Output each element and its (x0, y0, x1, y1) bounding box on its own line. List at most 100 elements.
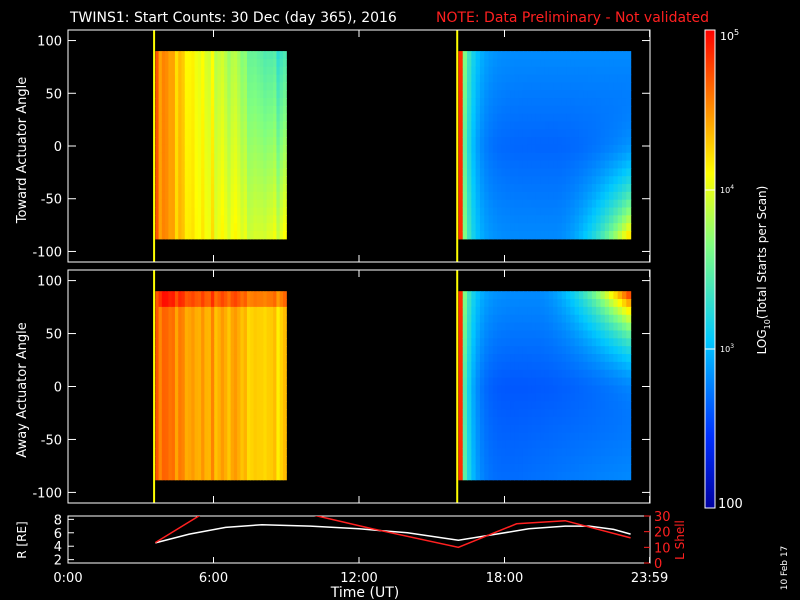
heatmap-cell (492, 424, 498, 434)
heatmap-cell (188, 144, 192, 154)
heatmap-cell (492, 90, 498, 99)
heatmap-cell (527, 168, 533, 177)
heatmap-cell (276, 90, 281, 99)
heatmap-cell (557, 160, 563, 170)
heatmap-cell (194, 191, 199, 201)
heatmap-cell (178, 191, 183, 201)
heatmap-cell (210, 58, 215, 68)
heatmap-cell (240, 113, 245, 123)
heatmap-cell (600, 377, 606, 387)
heatmap-cell (184, 121, 189, 130)
heatmap-cell (253, 440, 258, 449)
heatmap-cell (475, 471, 481, 481)
heatmap-cell (561, 354, 567, 363)
heatmap-cell (194, 113, 199, 123)
heatmap-cell (250, 291, 255, 300)
heatmap-cell (279, 98, 284, 107)
heatmap-cell (237, 291, 242, 300)
heatmap-cell (197, 322, 202, 332)
heatmap-cell (191, 291, 196, 300)
heatmap-cell (544, 58, 550, 68)
heatmap-cell (197, 58, 202, 68)
heatmap-cell (181, 129, 186, 138)
y-tick-label: 100 (37, 275, 62, 290)
heatmap-cell (566, 144, 571, 154)
heatmap-cell (201, 184, 205, 193)
heatmap-cell (475, 377, 481, 387)
heatmap-cell (531, 199, 537, 209)
heatmap-cell (237, 199, 242, 209)
heatmap-cell (604, 98, 610, 107)
heatmap-cell (276, 314, 281, 324)
heatmap-cell (210, 369, 215, 379)
heatmap-cell (583, 314, 589, 324)
heatmap-cell (462, 113, 468, 123)
heatmap-cell (217, 471, 222, 481)
heatmap-cell (566, 137, 571, 146)
heatmap-cell (587, 58, 593, 68)
heatmap-cell (479, 377, 485, 387)
heatmap-cell (458, 330, 464, 339)
heatmap-cell (243, 144, 248, 154)
heatmap-cell (220, 299, 225, 308)
heatmap-cell (174, 191, 179, 201)
heatmap-cell (233, 144, 238, 154)
heatmap-cell (544, 199, 550, 209)
heatmap-cell (484, 346, 490, 355)
heatmap-cell (553, 432, 559, 442)
heatmap-cell (458, 113, 464, 123)
heatmap-cell (566, 207, 571, 216)
heatmap-cell (171, 448, 176, 457)
heatmap-cell (194, 168, 199, 177)
heatmap-cell (471, 58, 477, 68)
heatmap-cell (488, 98, 494, 107)
heatmap-cell (204, 129, 209, 138)
heatmap-cell (194, 424, 199, 434)
heatmap-cell (609, 113, 614, 123)
heatmap-cell (578, 113, 584, 123)
heatmap-cell (243, 160, 248, 170)
heatmap-cell (578, 98, 584, 107)
heatmap-cell (188, 354, 192, 363)
heatmap-cell (161, 82, 166, 91)
heatmap-cell (609, 137, 614, 146)
heatmap-cell (194, 393, 199, 402)
heatmap-cell (492, 456, 498, 465)
heatmap-cell (458, 424, 464, 434)
heatmap-cell (210, 98, 215, 107)
heatmap-cell (155, 409, 160, 418)
heatmap-cell (168, 137, 173, 146)
heatmap-cell (269, 448, 274, 457)
heatmap-cell (178, 330, 183, 339)
heatmap-cell (626, 199, 632, 209)
heatmap-cell (488, 74, 494, 83)
heatmap-cell (484, 176, 490, 185)
heatmap-cell (587, 471, 593, 481)
heatmap-cell (578, 144, 584, 154)
heatmap-cell (458, 393, 464, 402)
heatmap-cell (220, 456, 225, 465)
heatmap-cell (158, 424, 163, 434)
heatmap-cell (214, 215, 219, 224)
heatmap-cell (184, 207, 189, 216)
heatmap-cell (501, 137, 507, 146)
heatmap-cell (260, 354, 264, 363)
heatmap-cell (566, 322, 571, 332)
heatmap-cell (250, 121, 255, 130)
heatmap-cell (613, 306, 619, 316)
heatmap-cell (246, 113, 251, 123)
heatmap-cell (210, 137, 215, 146)
heatmap-cell (207, 215, 212, 224)
heatmap-cell (158, 191, 163, 201)
heatmap-cell (557, 456, 563, 465)
heatmap-cell (263, 160, 268, 170)
heatmap-cell (540, 322, 546, 332)
heatmap-cell (201, 393, 205, 402)
heatmap-cell (600, 471, 606, 481)
heatmap-cell (282, 137, 287, 146)
heatmap-cell (609, 377, 614, 387)
heatmap-cell (210, 471, 215, 481)
heatmap-cell (540, 385, 546, 394)
heatmap-cell (561, 168, 567, 177)
heatmap-cell (531, 191, 537, 201)
